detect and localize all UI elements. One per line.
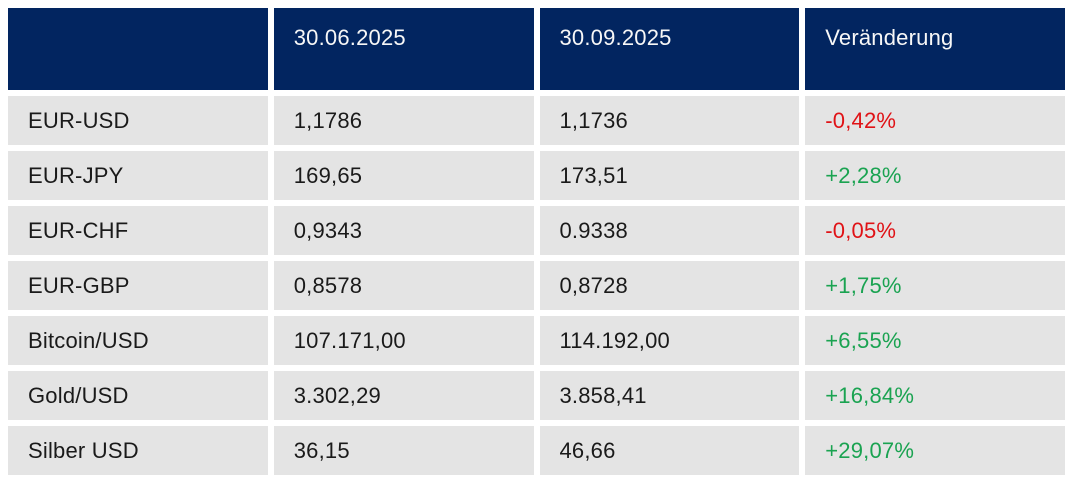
row-label-cell: Gold/USD: [8, 371, 268, 420]
row-label-cell: Silber USD: [8, 426, 268, 475]
value-start-cell: 0,9343: [273, 206, 534, 255]
value-end-cell: 173,51: [539, 151, 800, 200]
header-cell-date-start: 30.06.2025: [273, 8, 534, 90]
exchange-rates-table: 30.06.2025 30.09.2025 Veränderung EUR-US…: [8, 8, 1065, 476]
value-end-cell: 46,66: [539, 426, 800, 475]
value-start-cell: 1,1786: [273, 96, 534, 145]
value-end-cell: 114.192,00: [539, 316, 800, 365]
header-cell-instrument: [8, 8, 268, 90]
row-label-cell: EUR-CHF: [8, 206, 268, 255]
value-start-cell: 3.302,29: [273, 371, 534, 420]
value-start-cell: 169,65: [273, 151, 534, 200]
value-end-cell: 0,8728: [539, 261, 800, 310]
change-cell: -0,42%: [805, 96, 1065, 145]
value-start-cell: 107.171,00: [273, 316, 534, 365]
value-end-cell: 1,1736: [539, 96, 800, 145]
value-start-cell: 36,15: [273, 426, 534, 475]
change-cell: +6,55%: [805, 316, 1065, 365]
change-cell: +16,84%: [805, 371, 1065, 420]
header-cell-change: Veränderung: [805, 8, 1065, 90]
change-cell: +2,28%: [805, 151, 1065, 200]
value-start-cell: 0,8578: [273, 261, 534, 310]
value-end-cell: 3.858,41: [539, 371, 800, 420]
row-label-cell: EUR-USD: [8, 96, 268, 145]
change-cell: +1,75%: [805, 261, 1065, 310]
value-end-cell: 0.9338: [539, 206, 800, 255]
row-label-cell: EUR-JPY: [8, 151, 268, 200]
change-cell: +29,07%: [805, 426, 1065, 475]
change-cell: -0,05%: [805, 206, 1065, 255]
header-cell-date-end: 30.09.2025: [539, 8, 800, 90]
row-label-cell: EUR-GBP: [8, 261, 268, 310]
row-label-cell: Bitcoin/USD: [8, 316, 268, 365]
